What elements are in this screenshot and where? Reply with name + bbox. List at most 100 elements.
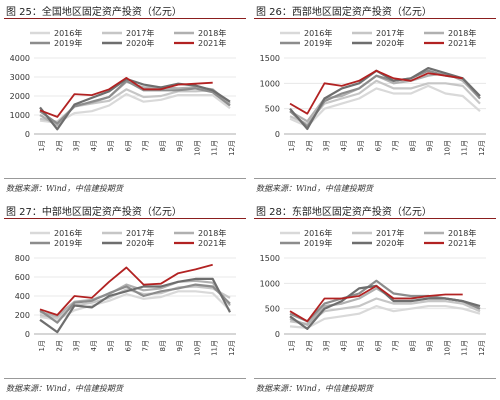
x-tick-label: 5月 [107,340,115,351]
legend-label-2016: 2016年 [304,28,332,38]
legend-label-2017: 2017年 [376,28,404,38]
legend-label-2021: 2021年 [448,38,476,48]
y-tick-label: 4000 [10,54,30,63]
line-chart: 2016年 2017年 2018年 2019年 2020年 2021年 0 500 1000 15… [260,228,486,356]
legend-label-2016: 2016年 [54,28,82,38]
y-tick-label: 0 [275,330,280,339]
series-line-2021 [39,77,213,118]
y-tick-label: 0 [275,130,280,139]
x-tick-label: 9月 [176,140,184,151]
data-source: 数据来源：Wind，中信建投期货 [256,184,373,193]
y-tick-label: 3000 [10,73,30,82]
x-tick-label: 2月 [55,340,63,351]
series-line-2021 [289,69,463,115]
y-tick-label: 200 [15,311,30,320]
legend-label-2020: 2020年 [376,38,404,48]
y-tick-label: 1000 [260,279,280,288]
chart-panel-east: 图 28：东部地区固定资产投资（亿元） 2016年 2017年 2018年 2019年… [250,200,500,400]
x-tick-label: 7月 [142,340,150,351]
series-line-2016 [289,305,481,329]
x-tick-label: 3月 [73,340,81,351]
series-line-2021 [289,285,463,323]
x-tick-label: 12月 [228,140,236,156]
series-line-2020 [39,277,231,334]
x-tick-label: 1月 [288,340,296,351]
legend-label-2018: 2018年 [448,228,476,238]
legend: 2016年 2017年 2018年 2019年 2020年 2021年 [280,228,476,248]
y-tick-label: 1500 [260,54,280,63]
y-tick-label: 2000 [10,92,30,101]
x-tick-label: 4月 [90,340,98,351]
legend-label-2020: 2020年 [126,38,154,48]
series-line-2021 [39,263,213,316]
x-tick-label: 9月 [426,340,434,351]
legend-label-2019: 2019年 [304,38,332,48]
legend-label-2020: 2020年 [376,238,404,248]
x-tick-label: 7月 [392,340,400,351]
legend-label-2016: 2016年 [304,228,332,238]
x-tick-label: 9月 [176,340,184,351]
series-line-2017 [289,79,481,125]
x-tick-label: 7月 [142,140,150,151]
x-tick-label: 2月 [55,140,63,151]
y-tick-label: 500 [265,105,280,114]
x-tick-label: 4月 [90,140,98,151]
legend-label-2019: 2019年 [54,38,82,48]
x-tick-label: 11月 [211,340,219,356]
x-tick-label: 6月 [124,140,132,151]
legend-label-2018: 2018年 [198,228,226,238]
x-tick-label: 2月 [305,340,313,351]
data-source: 数据来源：Wind，中信建投期货 [6,384,123,393]
footer-rule [4,178,246,179]
chart-panel-west: 图 26：西部地区固定资产投资（亿元） 2016年 2017年 2018年 2019年… [250,0,500,200]
x-tick-label: 8月 [409,340,417,351]
x-tick-label: 4月 [340,140,348,151]
legend-label-2021: 2021年 [198,238,226,248]
x-tick-label: 3月 [323,340,331,351]
series-line-2018 [39,279,231,318]
chart-panel-national: 图 25：全国地区固定资产投资（亿元） 2016年 2017年 2018年 2019年… [0,0,250,200]
series-line-2016 [39,93,231,124]
legend-label-2019: 2019年 [304,238,332,248]
data-source: 数据来源：Wind，中信建投期货 [256,384,373,393]
footer-rule [254,378,496,379]
x-tick-label: 10月 [193,140,201,156]
series-line-2020 [289,284,481,330]
legend-label-2019: 2019年 [54,238,82,248]
x-tick-label: 9月 [426,140,434,151]
chart-title: 图 28：东部地区固定资产投资（亿元） [256,207,432,218]
legend-label-2021: 2021年 [198,38,226,48]
x-tick-label: 6月 [124,340,132,351]
x-tick-label: 5月 [357,340,365,351]
x-tick-label: 1月 [38,340,46,351]
series-line-2020 [39,77,231,131]
x-tick-label: 11月 [461,340,469,356]
chart-title: 图 26：西部地区固定资产投资（亿元） [256,7,432,18]
x-tick-label: 8月 [159,140,167,151]
y-tick-label: 800 [15,254,30,263]
y-tick-label: 400 [15,292,30,301]
x-tick-label: 12月 [478,340,486,356]
x-tick-label: 7月 [392,140,400,151]
x-tick-label: 11月 [461,140,469,156]
x-tick-label: 10月 [443,340,451,356]
legend-label-2021: 2021年 [448,238,476,248]
series-line-2020 [289,67,481,130]
x-tick-label: 6月 [374,140,382,151]
legend-label-2018: 2018年 [198,28,226,38]
chart-title: 图 27：中部地区固定资产投资（亿元） [6,207,182,218]
legend-label-2016: 2016年 [54,228,82,238]
title-rule [4,218,246,219]
footer-rule [4,378,246,379]
y-tick-label: 1500 [260,254,280,263]
line-chart: 2016年 2017年 2018年 2019年 2020年 2021年 0 1000 2000 3… [10,28,236,156]
x-tick-label: 4月 [340,340,348,351]
legend-label-2018: 2018年 [448,28,476,38]
title-rule [254,18,496,19]
x-tick-label: 10月 [193,340,201,356]
x-tick-label: 5月 [357,140,365,151]
x-tick-label: 1月 [288,140,296,151]
series-line-2016 [289,84,481,128]
y-tick-label: 500 [265,305,280,314]
title-rule [254,218,496,219]
